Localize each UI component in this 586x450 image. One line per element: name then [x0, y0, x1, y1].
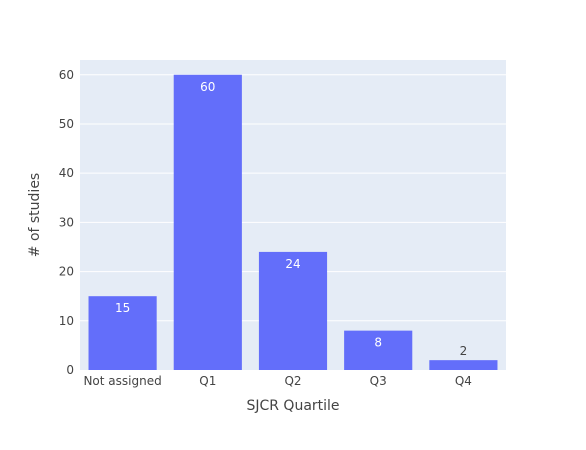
y-axis-title: # of studies: [27, 173, 43, 257]
x-tick-label: Not assigned: [83, 374, 161, 388]
y-tick-label: 40: [59, 166, 74, 180]
bar: [173, 74, 242, 370]
bar: [429, 360, 498, 370]
bar-value-label: 2: [460, 344, 468, 358]
x-axis-title: SJCR Quartile: [246, 398, 339, 414]
x-tick-label: Q1: [199, 374, 216, 388]
bar-value-label: 8: [374, 336, 382, 350]
bar: [258, 251, 328, 370]
bar-value-label: 15: [115, 301, 130, 315]
bar-labels: 15 60 24 8 2: [115, 80, 467, 358]
x-tick-label: Q2: [284, 374, 301, 388]
y-tick-label: 50: [59, 117, 74, 131]
y-tick-label: 30: [59, 215, 74, 229]
y-tick-label: 20: [59, 265, 74, 279]
bar-value-label: 24: [285, 257, 300, 271]
x-axis-ticks: Not assigned Q1 Q2 Q3 Q4: [83, 374, 471, 388]
x-tick-label: Q4: [455, 374, 472, 388]
bar: [88, 296, 157, 370]
y-axis-ticks: 0 10 20 30 40 50 60: [59, 68, 74, 377]
bar: [344, 330, 413, 370]
bars: [88, 74, 498, 370]
y-tick-label: 60: [59, 68, 74, 82]
x-tick-label: Q3: [370, 374, 387, 388]
y-tick-label: 0: [66, 363, 74, 377]
bar-value-label: 60: [200, 80, 215, 94]
y-tick-label: 10: [59, 314, 74, 328]
